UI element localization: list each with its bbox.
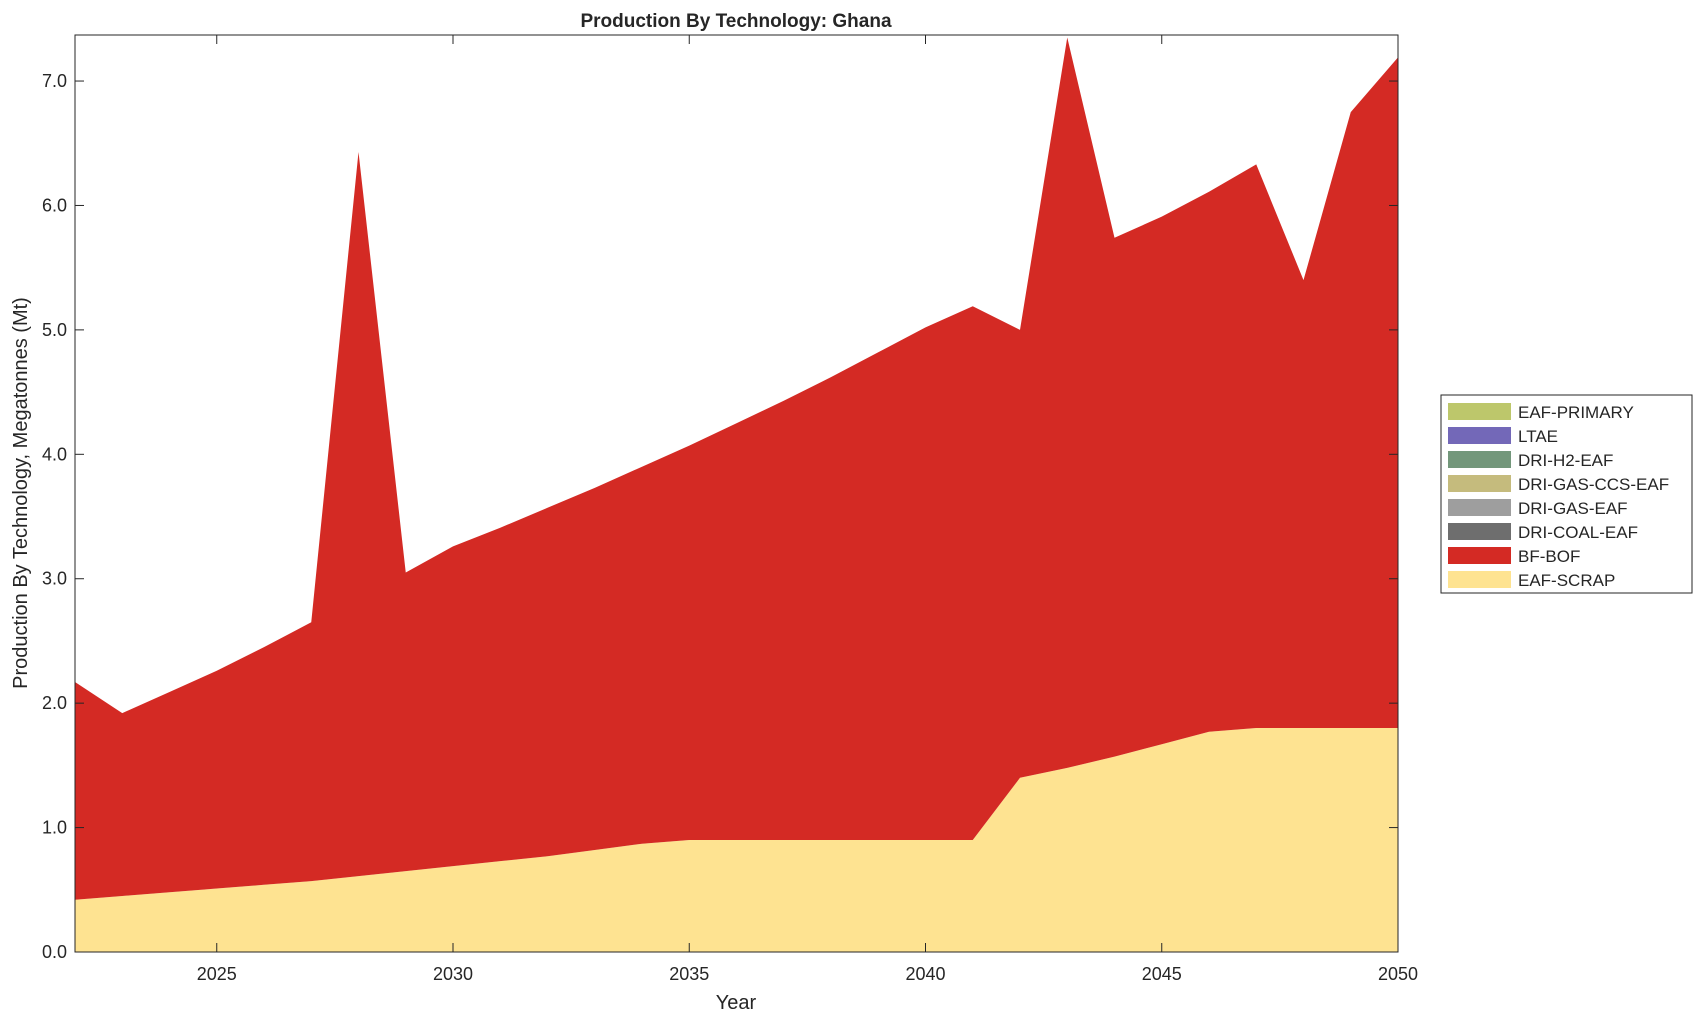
legend-label: LTAE	[1518, 427, 1558, 446]
y-tick-label: 6.0	[42, 195, 67, 215]
x-axis-label: Year	[716, 992, 757, 1014]
x-tick-label: 2050	[1378, 964, 1418, 984]
y-axis-label: Production By Technology, Megatonnes (Mt…	[10, 297, 32, 689]
legend: EAF-PRIMARY LTAE DRI-H2-EAF DRI-GAS-CCS-EAF…	[1440, 394, 1693, 594]
legend-swatch-dri-gas-ccs-eaf	[1448, 475, 1511, 492]
y-tick-label: 7.0	[42, 71, 67, 91]
y-tick-label: 5.0	[42, 320, 67, 340]
legend-swatch-dri-gas-eaf	[1448, 499, 1511, 516]
plot-frame	[74, 34, 1399, 953]
legend-label: DRI-COAL-EAF	[1518, 523, 1638, 542]
x-tick-label: 2025	[197, 964, 237, 984]
legend-swatch-dri-h2-eaf	[1448, 451, 1511, 468]
chart-title: Production By Technology: Ghana	[580, 11, 891, 32]
y-tick-label: 4.0	[42, 444, 67, 464]
y-tick-label: 2.0	[42, 693, 67, 713]
legend-label: DRI-GAS-EAF	[1518, 499, 1628, 518]
legend-label: DRI-GAS-CCS-EAF	[1518, 475, 1669, 494]
legend-swatch-eaf-scrap	[1448, 571, 1511, 588]
x-tick-label: 2045	[1142, 964, 1182, 984]
x-tick-label: 2040	[905, 964, 945, 984]
legend-label: DRI-H2-EAF	[1518, 451, 1613, 470]
y-tick-label: 0.0	[42, 942, 67, 962]
x-tick-label: 2030	[433, 964, 473, 984]
legend-label: BF-BOF	[1518, 547, 1580, 566]
y-tick-label: 1.0	[42, 818, 67, 838]
axis-ticks: 2025 2030 2035 2040 2045 2050 0.0 1.0 2.0 3.0 4.0 5…	[42, 35, 1418, 984]
legend-swatch-bf-bof	[1448, 547, 1511, 564]
legend-label: EAF-SCRAP	[1518, 571, 1615, 590]
area-layer	[75, 37, 1398, 952]
legend-swatch-dri-coal-eaf	[1448, 523, 1511, 540]
legend-label: EAF-PRIMARY	[1518, 403, 1634, 422]
area-bf-bof	[75, 37, 1398, 900]
y-tick-label: 3.0	[42, 569, 67, 589]
x-tick-label: 2035	[669, 964, 709, 984]
legend-swatch-eaf-primary	[1448, 403, 1511, 420]
legend-swatch-ltae	[1448, 427, 1511, 444]
